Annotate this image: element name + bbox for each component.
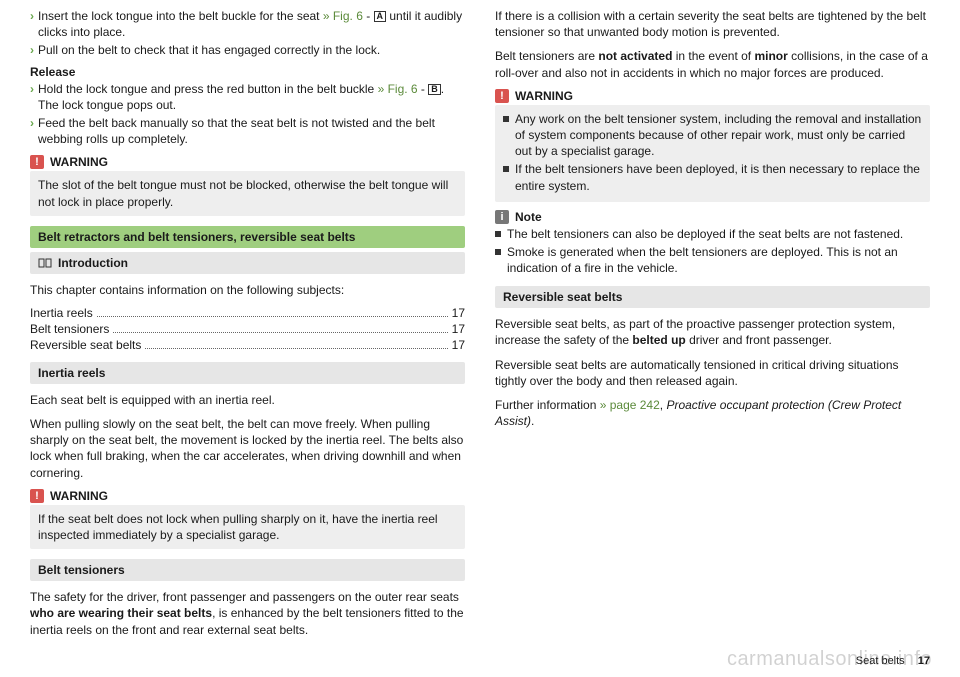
warning-label: WARNING bbox=[50, 155, 108, 169]
square-bullet-icon bbox=[503, 116, 509, 122]
page-footer: Seat belts 17 bbox=[856, 655, 930, 667]
body-text: The safety for the driver, front passeng… bbox=[30, 589, 465, 638]
footer-page-number: 17 bbox=[918, 655, 930, 667]
warning-icon: ! bbox=[30, 489, 44, 503]
toc-row: Reversible seat belts 17 bbox=[30, 338, 465, 352]
book-icon bbox=[38, 258, 52, 268]
body-text: Further information » page 242, Proactiv… bbox=[495, 397, 930, 429]
body-text: If there is a collision with a certain s… bbox=[495, 8, 930, 40]
instruction-text: Pull on the belt to check that it has en… bbox=[38, 42, 380, 58]
warning-body: If the seat belt does not lock when pull… bbox=[30, 505, 465, 549]
body-text: Reversible seat belts, as part of the pr… bbox=[495, 316, 930, 348]
section-title-grey: Inertia reels bbox=[30, 362, 465, 384]
page-columns: › Insert the lock tongue into the belt b… bbox=[0, 0, 960, 646]
warning-icon: ! bbox=[495, 89, 509, 103]
toc-page: 17 bbox=[452, 306, 465, 320]
chevron-icon: › bbox=[30, 115, 34, 147]
fig-link[interactable]: » Fig. 6 bbox=[378, 82, 418, 96]
toc-leader bbox=[97, 316, 448, 317]
toc-label: Inertia reels bbox=[30, 306, 93, 320]
intro-text: This chapter contains information on the… bbox=[30, 282, 465, 298]
body-text: Each seat belt is equipped with an inert… bbox=[30, 392, 465, 408]
section-title-green: Belt retractors and belt tensioners, rev… bbox=[30, 226, 465, 248]
right-column: If there is a collision with a certain s… bbox=[495, 8, 930, 646]
introduction-label: Introduction bbox=[58, 256, 128, 270]
toc-leader bbox=[145, 348, 447, 349]
warning-body: The slot of the belt tongue must not be … bbox=[30, 171, 465, 215]
warning-label: WARNING bbox=[50, 489, 108, 503]
chevron-icon: › bbox=[30, 81, 34, 113]
introduction-bar: Introduction bbox=[30, 252, 465, 274]
body-text: When pulling slowly on the seat belt, th… bbox=[30, 416, 465, 481]
fig-link[interactable]: » Fig. 6 bbox=[323, 9, 363, 23]
instruction-item: › Feed the belt back manually so that th… bbox=[30, 115, 465, 147]
info-icon: i bbox=[495, 210, 509, 224]
square-bullet-icon bbox=[495, 249, 501, 255]
instruction-text: Insert the lock tongue into the belt buc… bbox=[38, 9, 323, 23]
toc-label: Reversible seat belts bbox=[30, 338, 141, 352]
toc-row: Inertia reels 17 bbox=[30, 306, 465, 320]
note-body: The belt tensioners can also be deployed… bbox=[495, 226, 930, 277]
section-title-grey: Belt tensioners bbox=[30, 559, 465, 581]
chevron-icon: › bbox=[30, 42, 34, 58]
instruction-item: › Hold the lock tongue and press the red… bbox=[30, 81, 465, 113]
left-column: › Insert the lock tongue into the belt b… bbox=[30, 8, 465, 646]
note-box: i Note The belt tensioners can also be d… bbox=[495, 210, 930, 277]
chevron-icon: › bbox=[30, 8, 34, 40]
section-title-grey: Reversible seat belts bbox=[495, 286, 930, 308]
instruction-item: › Insert the lock tongue into the belt b… bbox=[30, 8, 465, 40]
toc-page: 17 bbox=[452, 322, 465, 336]
release-heading: Release bbox=[30, 65, 465, 79]
toc-label: Belt tensioners bbox=[30, 322, 109, 336]
page-link[interactable]: » page 242 bbox=[600, 398, 660, 412]
note-label: Note bbox=[515, 210, 542, 224]
instruction-item: › Pull on the belt to check that it has … bbox=[30, 42, 465, 58]
warning-box: ! WARNING Any work on the belt tensioner… bbox=[495, 89, 930, 202]
warning-box: ! WARNING The slot of the belt tongue mu… bbox=[30, 155, 465, 215]
toc-leader bbox=[113, 332, 447, 333]
square-bullet-icon bbox=[503, 166, 509, 172]
body-text: Belt tensioners are not activated in the… bbox=[495, 48, 930, 80]
square-bullet-icon bbox=[495, 231, 501, 237]
marker-b: B bbox=[428, 84, 441, 95]
warning-label: WARNING bbox=[515, 89, 573, 103]
footer-section: Seat belts bbox=[856, 655, 905, 667]
body-text: Reversible seat belts are automatically … bbox=[495, 357, 930, 389]
warning-body: Any work on the belt tensioner system, i… bbox=[495, 105, 930, 202]
toc-row: Belt tensioners 17 bbox=[30, 322, 465, 336]
marker-a: A bbox=[374, 11, 387, 22]
toc-page: 17 bbox=[452, 338, 465, 352]
instruction-text: Hold the lock tongue and press the red b… bbox=[38, 82, 378, 96]
warning-icon: ! bbox=[30, 155, 44, 169]
instruction-text: Feed the belt back manually so that the … bbox=[38, 115, 465, 147]
warning-box: ! WARNING If the seat belt does not lock… bbox=[30, 489, 465, 549]
